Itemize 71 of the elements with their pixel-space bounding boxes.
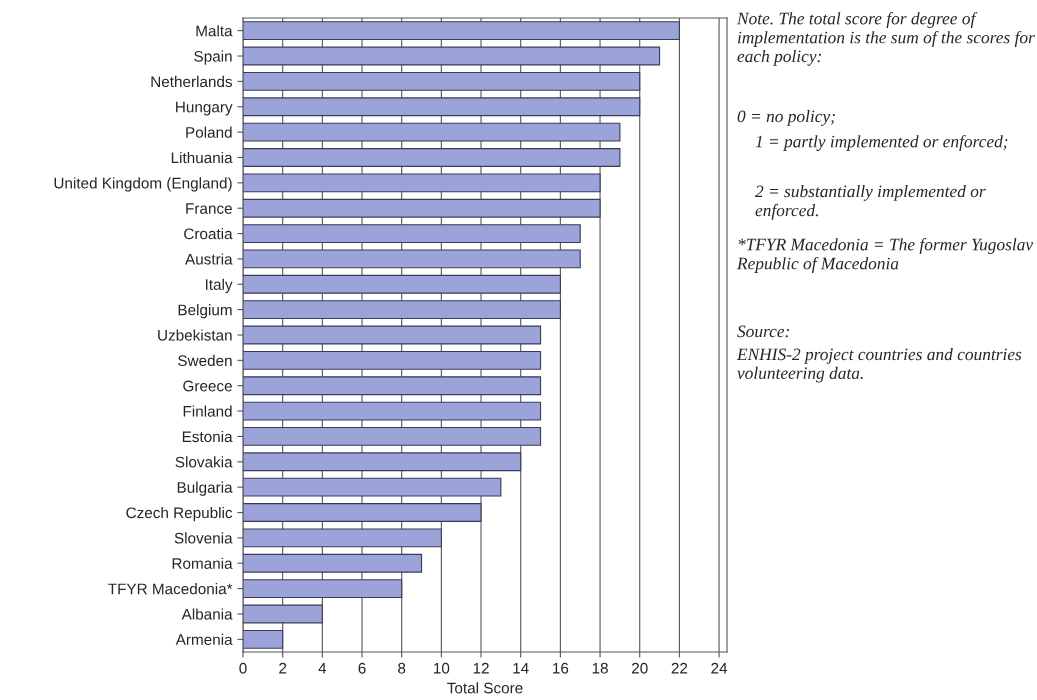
x-tick-label: 24 bbox=[711, 662, 728, 674]
y-tick-label: Croatia bbox=[184, 228, 233, 240]
bar bbox=[243, 198, 601, 218]
y-tick-label: Malta bbox=[196, 25, 233, 37]
bar bbox=[243, 604, 323, 624]
bar bbox=[243, 528, 442, 548]
y-tick-label: Hungary bbox=[176, 101, 233, 116]
y-tick-label: Czech Republic bbox=[126, 506, 233, 522]
y-tick-label: Slovenia bbox=[174, 532, 233, 544]
x-tick-label: 0 bbox=[239, 662, 247, 674]
x-tick-label: 20 bbox=[631, 662, 648, 674]
source-note: Source: bbox=[737, 325, 789, 338]
bar bbox=[243, 122, 621, 142]
y-tick-label: Estonia bbox=[182, 430, 233, 443]
y-tick-label: Romania bbox=[172, 557, 233, 569]
y-tick-label: Spain bbox=[194, 50, 232, 65]
x-axis-title: Total Score bbox=[447, 682, 523, 694]
bar bbox=[243, 401, 542, 421]
x-tick-label: 6 bbox=[358, 662, 366, 674]
y-tick-label: France bbox=[186, 203, 232, 214]
bar bbox=[243, 300, 561, 320]
bar bbox=[243, 553, 423, 573]
x-tick-label: 16 bbox=[553, 662, 569, 674]
y-tick-label: Armenia bbox=[175, 633, 233, 646]
bar bbox=[243, 21, 680, 41]
y-tick-label: Albania bbox=[181, 608, 233, 620]
x-tick-label: 12 bbox=[473, 662, 489, 674]
bar bbox=[243, 503, 482, 522]
bar bbox=[243, 97, 641, 117]
bar bbox=[243, 224, 581, 243]
text: 2 = substantially implemented or enforced. bbox=[755, 185, 986, 220]
bar bbox=[243, 46, 661, 66]
text: Note. The total score for degree of implementation is the sum of the scores for each policy: bbox=[736, 12, 1035, 66]
bar bbox=[243, 376, 542, 396]
text: ENHIS-2 project countries and countries volunteering data. bbox=[736, 348, 1022, 383]
x-tick-label: 10 bbox=[434, 662, 450, 674]
bar bbox=[243, 274, 561, 294]
bar bbox=[243, 148, 621, 167]
y-tick-label: Lithuania bbox=[171, 151, 233, 164]
bar bbox=[243, 629, 284, 649]
y-tick-label: Austria bbox=[185, 253, 233, 265]
y-tick-label: Netherlands bbox=[151, 75, 233, 88]
y-tick-label: United Kingdom (England) bbox=[54, 177, 232, 192]
x-tick-label: 8 bbox=[398, 662, 406, 674]
bar bbox=[243, 350, 542, 370]
text: 1 = partly implemented or enforced; bbox=[755, 135, 1008, 151]
bar bbox=[243, 452, 522, 472]
bar bbox=[243, 579, 403, 599]
x-tick-label: 14 bbox=[513, 662, 529, 674]
x-tick-label: 18 bbox=[592, 662, 608, 674]
y-tick-label: Poland bbox=[186, 126, 232, 138]
y-tick-label: TFYR Macedonia* bbox=[108, 583, 233, 595]
y-tick-label: Italy bbox=[205, 278, 233, 293]
y-tick-label: Uzbekistan bbox=[158, 329, 232, 341]
bar bbox=[243, 427, 542, 446]
y-tick-label: Sweden bbox=[178, 354, 232, 367]
bar bbox=[243, 477, 502, 497]
y-tick-label: Bulgaria bbox=[177, 481, 233, 496]
y-tick-label: Slovakia bbox=[175, 456, 233, 468]
y-tick-label: Finland bbox=[183, 405, 232, 417]
text: 0 = no policy; bbox=[737, 110, 835, 126]
bar bbox=[243, 71, 641, 91]
text: *TFYR Macedonia = The former Yugoslav Republic of Macedonia bbox=[736, 238, 1034, 273]
y-tick-label: Greece bbox=[183, 380, 232, 392]
bar bbox=[243, 249, 581, 269]
x-tick-label: 22 bbox=[671, 662, 688, 674]
x-tick-label: 4 bbox=[318, 662, 327, 674]
bar bbox=[243, 325, 542, 345]
x-tick-label: 2 bbox=[279, 662, 287, 674]
y-tick-label: Belgium bbox=[178, 304, 232, 319]
bar bbox=[243, 173, 601, 193]
